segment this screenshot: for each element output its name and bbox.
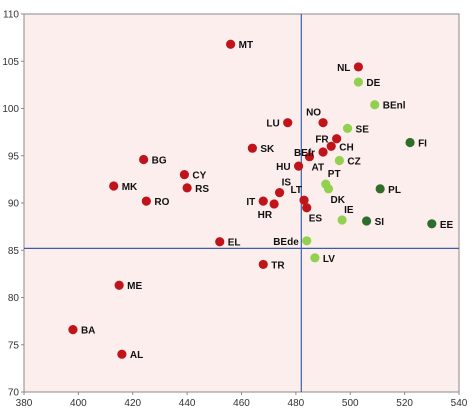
x-tick-label: 460	[233, 398, 250, 409]
point-label-lt: LT	[291, 185, 302, 196]
y-tick-label: 75	[8, 340, 20, 351]
x-tick-label: 400	[70, 398, 87, 409]
point-no	[318, 118, 328, 128]
point-ch	[326, 141, 336, 151]
point-labels: MT NL DE BEnl LU NO SE FI FR CH SK BEfr AT CZ BG HU CY PT…	[81, 40, 454, 361]
point-bede	[302, 236, 312, 246]
point-tr	[258, 259, 268, 270]
point-label-bg: BG	[152, 156, 167, 167]
point-el	[215, 237, 225, 247]
point-hr	[269, 199, 279, 209]
point-nl	[353, 62, 364, 72]
point-label-fr: FR	[315, 135, 329, 146]
y-tick-label: 80	[8, 293, 20, 304]
point-ba	[68, 325, 78, 335]
y-tick-label: 105	[2, 57, 19, 68]
point-label-rs: RS	[195, 184, 209, 195]
point-dk	[323, 184, 334, 194]
point-label-se: SE	[356, 124, 370, 135]
point-label-benl: BEnl	[383, 101, 406, 112]
point-label-el: EL	[228, 238, 241, 249]
point-lu	[283, 118, 293, 128]
point-hu	[293, 161, 304, 171]
point-label-si: SI	[375, 217, 385, 228]
point-label-at: AT	[311, 163, 324, 174]
x-axis: 380 400 420 440 460 480 500 520 540	[16, 392, 468, 409]
point-me	[114, 280, 124, 290]
x-tick-label: 540	[451, 398, 468, 409]
point-label-bede: BEde	[273, 237, 299, 248]
point-label-tr: TR	[271, 260, 285, 271]
point-label-hu: HU	[276, 162, 290, 173]
point-label-de: DE	[366, 78, 380, 89]
data-points	[68, 39, 437, 359]
point-fi	[405, 137, 415, 148]
y-tick-label: 95	[8, 151, 20, 162]
point-label-ee: EE	[440, 220, 454, 231]
point-ie	[337, 215, 347, 225]
x-tick-label: 380	[16, 398, 33, 409]
y-tick-label: 110	[3, 10, 19, 21]
point-label-ba: BA	[81, 326, 95, 337]
point-it	[258, 196, 268, 206]
point-label-pl: PL	[388, 185, 401, 196]
point-label-ie: IE	[344, 205, 354, 216]
point-pl	[375, 184, 385, 194]
x-tick-label: 500	[342, 398, 359, 409]
point-bg	[139, 154, 149, 165]
point-label-ro: RO	[154, 197, 169, 208]
point-sk	[247, 143, 257, 153]
x-tick-label: 440	[179, 398, 196, 409]
point-label-al: AL	[130, 350, 143, 361]
point-fr	[332, 134, 342, 144]
point-de	[353, 77, 364, 87]
point-mk	[109, 181, 119, 191]
point-label-lu: LU	[266, 119, 279, 130]
point-ee	[427, 219, 437, 229]
point-label-is: IS	[282, 178, 292, 189]
point-benl	[370, 100, 380, 110]
point-label-es: ES	[309, 214, 323, 225]
point-label-cz: CZ	[347, 156, 360, 167]
point-label-ch: CH	[339, 142, 353, 153]
point-rs	[182, 183, 192, 193]
point-label-mt: MT	[239, 40, 253, 51]
point-lt	[299, 195, 309, 205]
point-al	[117, 349, 127, 359]
x-tick-label: 520	[396, 398, 413, 409]
point-befr	[318, 147, 328, 157]
x-tick-label: 420	[124, 398, 141, 409]
point-si	[361, 216, 372, 226]
point-label-pt: PT	[328, 169, 341, 180]
y-tick-label: 85	[8, 246, 20, 257]
point-es	[302, 203, 312, 213]
point-label-hr: HR	[258, 210, 273, 221]
point-label-nl: NL	[337, 63, 350, 74]
point-label-me: ME	[127, 281, 142, 292]
point-label-mk: MK	[122, 182, 138, 193]
point-label-no: NO	[306, 108, 321, 119]
x-tick-label: 480	[288, 398, 305, 409]
point-label-lv: LV	[323, 254, 335, 265]
point-cz	[334, 155, 344, 166]
point-ro	[141, 196, 151, 206]
point-mt	[226, 39, 236, 49]
y-axis: 70 75 80 85 90 95 100 105 110	[2, 10, 24, 399]
point-cy	[179, 170, 190, 180]
point-label-dk: DK	[331, 195, 346, 206]
point-label-cy: CY	[192, 171, 206, 182]
y-tick-label: 100	[2, 104, 19, 115]
plot-area	[23, 13, 460, 393]
point-at	[304, 152, 315, 162]
y-tick-label: 90	[8, 199, 20, 210]
point-label-it: IT	[246, 197, 255, 208]
point-label-sk: SK	[260, 144, 275, 155]
point-lv	[310, 253, 320, 263]
y-tick-label: 70	[8, 388, 20, 399]
point-se	[342, 123, 353, 133]
point-is	[274, 188, 285, 198]
point-label-befr: BEfr	[294, 148, 315, 159]
point-label-fi: FI	[418, 139, 427, 150]
